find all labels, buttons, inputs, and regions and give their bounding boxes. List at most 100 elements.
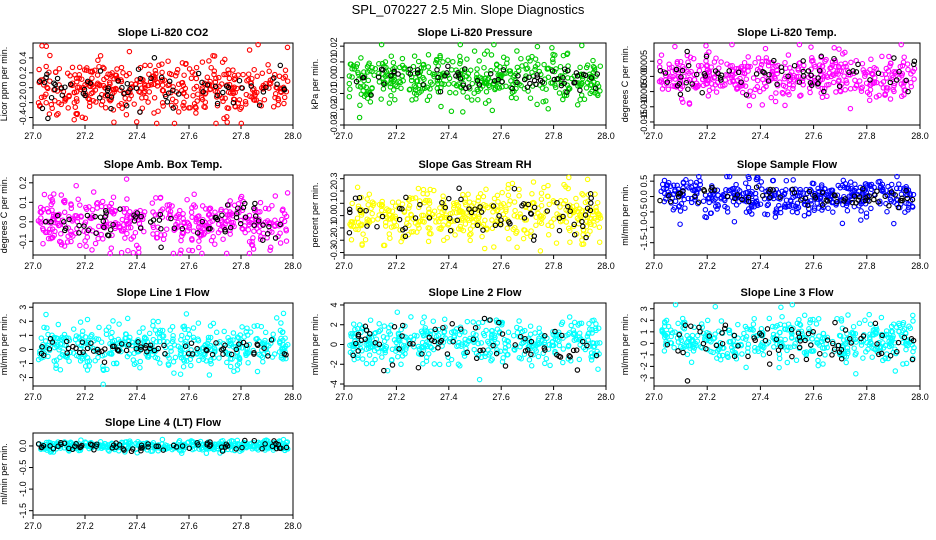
data-point: [109, 329, 115, 336]
figure-title: SPL_070227 2.5 Min. Slope Diagnostics: [352, 2, 585, 17]
data-point: [230, 219, 236, 226]
y-tick-label: 3: [639, 306, 649, 311]
data-point: [275, 101, 281, 108]
data-point: [43, 311, 49, 318]
panel-title: Slope Line 1 Flow: [117, 287, 210, 299]
data-point: [461, 68, 468, 74]
data-point: [446, 195, 452, 202]
data-point: [50, 234, 56, 241]
data-point: [189, 237, 195, 243]
data-point: [60, 198, 67, 205]
data-point: [257, 209, 263, 215]
data-point: [861, 69, 867, 76]
data-point: [739, 89, 746, 96]
data-point: [695, 199, 702, 206]
data-point: [349, 66, 355, 72]
data-point: [194, 230, 201, 236]
data-point: [98, 101, 105, 108]
data-point: [899, 63, 906, 69]
x-tick-label: 27.6: [805, 392, 823, 402]
x-tick-label: 27.8: [545, 392, 563, 402]
data-point: [216, 355, 222, 361]
data-point: [842, 49, 848, 56]
panel-4: Slope Amb. Box Temp.degrees C per min.27…: [0, 159, 302, 271]
data-point: [394, 309, 401, 315]
data-point: [553, 240, 560, 246]
data-point: [436, 361, 443, 368]
data-point: [536, 325, 542, 331]
data-point: [460, 89, 466, 95]
data-point: [267, 247, 273, 253]
data-point: [476, 82, 483, 88]
data-point: [164, 202, 171, 208]
data-point: [347, 86, 353, 92]
data-point: [147, 62, 153, 69]
series-all: [35, 41, 291, 127]
data-point: [113, 86, 119, 93]
data-point: [52, 69, 59, 76]
data-point: [815, 75, 821, 81]
data-point: [222, 228, 228, 235]
data-point: [755, 55, 762, 61]
data-point: [771, 344, 777, 350]
x-tick-label: 28.0: [597, 392, 615, 402]
data-point: [759, 102, 766, 108]
data-point: [158, 244, 164, 251]
data-point: [150, 231, 156, 237]
data-point: [911, 61, 917, 68]
x-tick-label: 28.0: [284, 131, 302, 141]
data-point: [238, 217, 244, 224]
data-point: [42, 338, 49, 344]
data-point: [379, 354, 385, 360]
data-point: [221, 71, 227, 78]
data-point: [584, 176, 591, 183]
data-point: [684, 48, 690, 55]
data-point: [500, 67, 507, 73]
data-point: [260, 222, 266, 228]
data-point: [859, 60, 866, 67]
data-point: [137, 207, 143, 214]
data-point: [49, 105, 55, 112]
data-point: [516, 186, 522, 193]
data-point: [159, 77, 166, 83]
data-point: [257, 99, 263, 106]
data-point: [866, 311, 872, 318]
data-point: [538, 71, 544, 78]
data-point: [526, 357, 533, 363]
data-point: [137, 364, 143, 371]
data-point: [783, 177, 790, 184]
data-point: [764, 326, 771, 332]
data-point: [425, 238, 432, 245]
data-point: [145, 99, 151, 105]
data-point: [346, 93, 353, 100]
data-point: [554, 76, 560, 83]
data-point: [529, 191, 535, 197]
data-point: [680, 99, 686, 105]
x-tick-label: 27.2: [698, 261, 716, 271]
data-point: [136, 329, 143, 336]
data-point: [577, 96, 583, 103]
data-point: [78, 76, 85, 82]
data-point: [150, 75, 157, 82]
data-point: [354, 61, 361, 67]
data-point: [277, 221, 283, 228]
data-point: [488, 67, 494, 74]
data-point: [70, 233, 76, 239]
data-point: [780, 90, 786, 97]
data-point: [122, 235, 128, 241]
data-point: [251, 97, 258, 103]
data-point: [911, 58, 918, 64]
data-point: [512, 207, 518, 214]
data-point: [805, 68, 812, 74]
data-point: [118, 249, 125, 256]
data-point: [90, 98, 96, 104]
data-point: [800, 82, 806, 88]
data-point: [686, 100, 693, 106]
data-point: [420, 61, 427, 68]
data-point: [272, 71, 278, 78]
x-tick-label: 27.0: [335, 392, 353, 402]
data-point: [547, 362, 553, 369]
x-tick-label: 27.8: [858, 131, 876, 141]
